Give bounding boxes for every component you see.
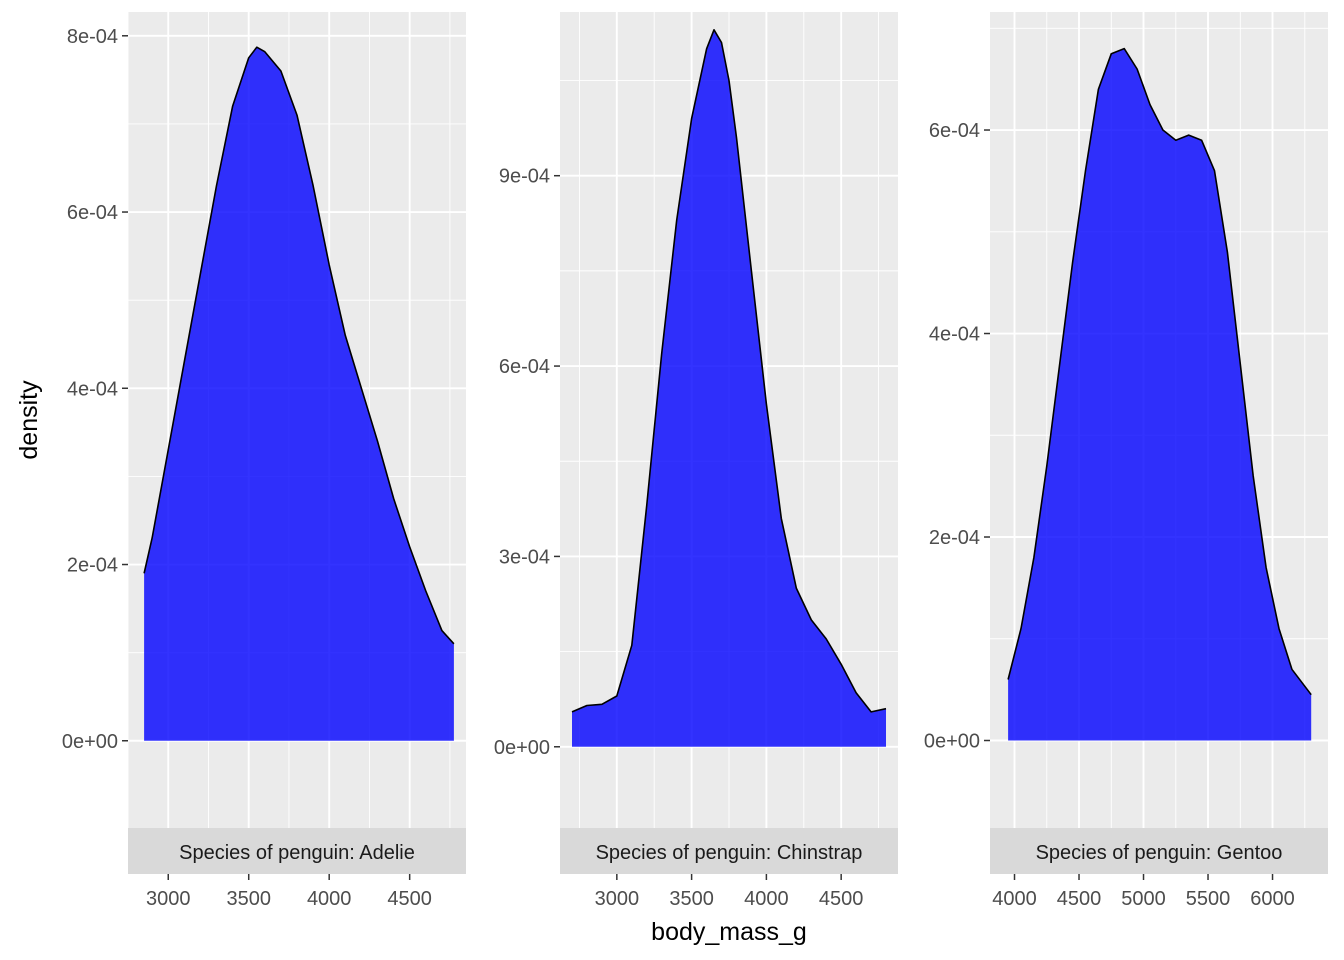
facet-strip (128, 828, 466, 874)
y-tick-label: 4e-04 (67, 378, 118, 400)
y-tick-label: 0e+00 (924, 730, 980, 752)
y-tick-label: 0e+00 (494, 737, 550, 759)
x-tick-label: 4000 (307, 888, 352, 910)
x-tick-label: 4500 (819, 888, 864, 910)
facet-strip (560, 828, 898, 874)
density-area (144, 47, 454, 741)
density-area (1008, 48, 1312, 741)
facet-strip-label: Species of penguin: Gentoo (1036, 842, 1283, 864)
density-line (1007, 47, 1312, 696)
x-tick-label: 4000 (744, 888, 789, 910)
x-axis-title: body_mass_g (651, 918, 807, 946)
x-tick-label: 6000 (1250, 888, 1295, 910)
facet-2: Species of penguin: Chinstrap 0e+00 3e-04 6… (494, 12, 898, 910)
y-tick-label: 8e-04 (67, 26, 118, 48)
x-tick-label: 4500 (1057, 888, 1102, 910)
density-line (571, 29, 887, 713)
facets-layer: Species of penguin: Adelie 0e+00 2e-04 4e-0… (62, 12, 1328, 910)
y-tick-label: 6e-04 (499, 356, 550, 378)
y-tick-label: 0e+00 (62, 731, 118, 753)
x-tick-label: 3500 (669, 888, 714, 910)
facet-strip-label: Species of penguin: Adelie (179, 842, 415, 864)
y-tick-label: 4e-04 (929, 324, 980, 346)
x-tick-label: 5500 (1186, 888, 1231, 910)
y-tick-label: 9e-04 (499, 166, 550, 188)
y-tick-label: 2e-04 (67, 555, 118, 577)
y-tick-label: 2e-04 (929, 527, 980, 549)
y-axis-title: density (15, 380, 43, 460)
facet-strip-label: Species of penguin: Chinstrap (596, 842, 863, 864)
density-area (572, 29, 886, 747)
facet-strip (990, 828, 1328, 874)
y-tick-label: 6e-04 (67, 202, 118, 224)
y-tick-label: 6e-04 (929, 120, 980, 142)
x-tick-label: 4500 (387, 888, 432, 910)
facet-1: Species of penguin: Adelie 0e+00 2e-04 4e-0… (62, 12, 466, 910)
y-tick-label: 3e-04 (499, 546, 550, 568)
x-tick-label: 4000 (992, 888, 1037, 910)
x-tick-label: 3000 (595, 888, 640, 910)
x-tick-label: 3000 (146, 888, 191, 910)
density-line (143, 46, 455, 645)
x-tick-label: 3500 (226, 888, 271, 910)
facet-3: Species of penguin: Gentoo 0e+00 2e-04 4e-0… (924, 12, 1328, 910)
x-tick-label: 5000 (1121, 888, 1166, 910)
